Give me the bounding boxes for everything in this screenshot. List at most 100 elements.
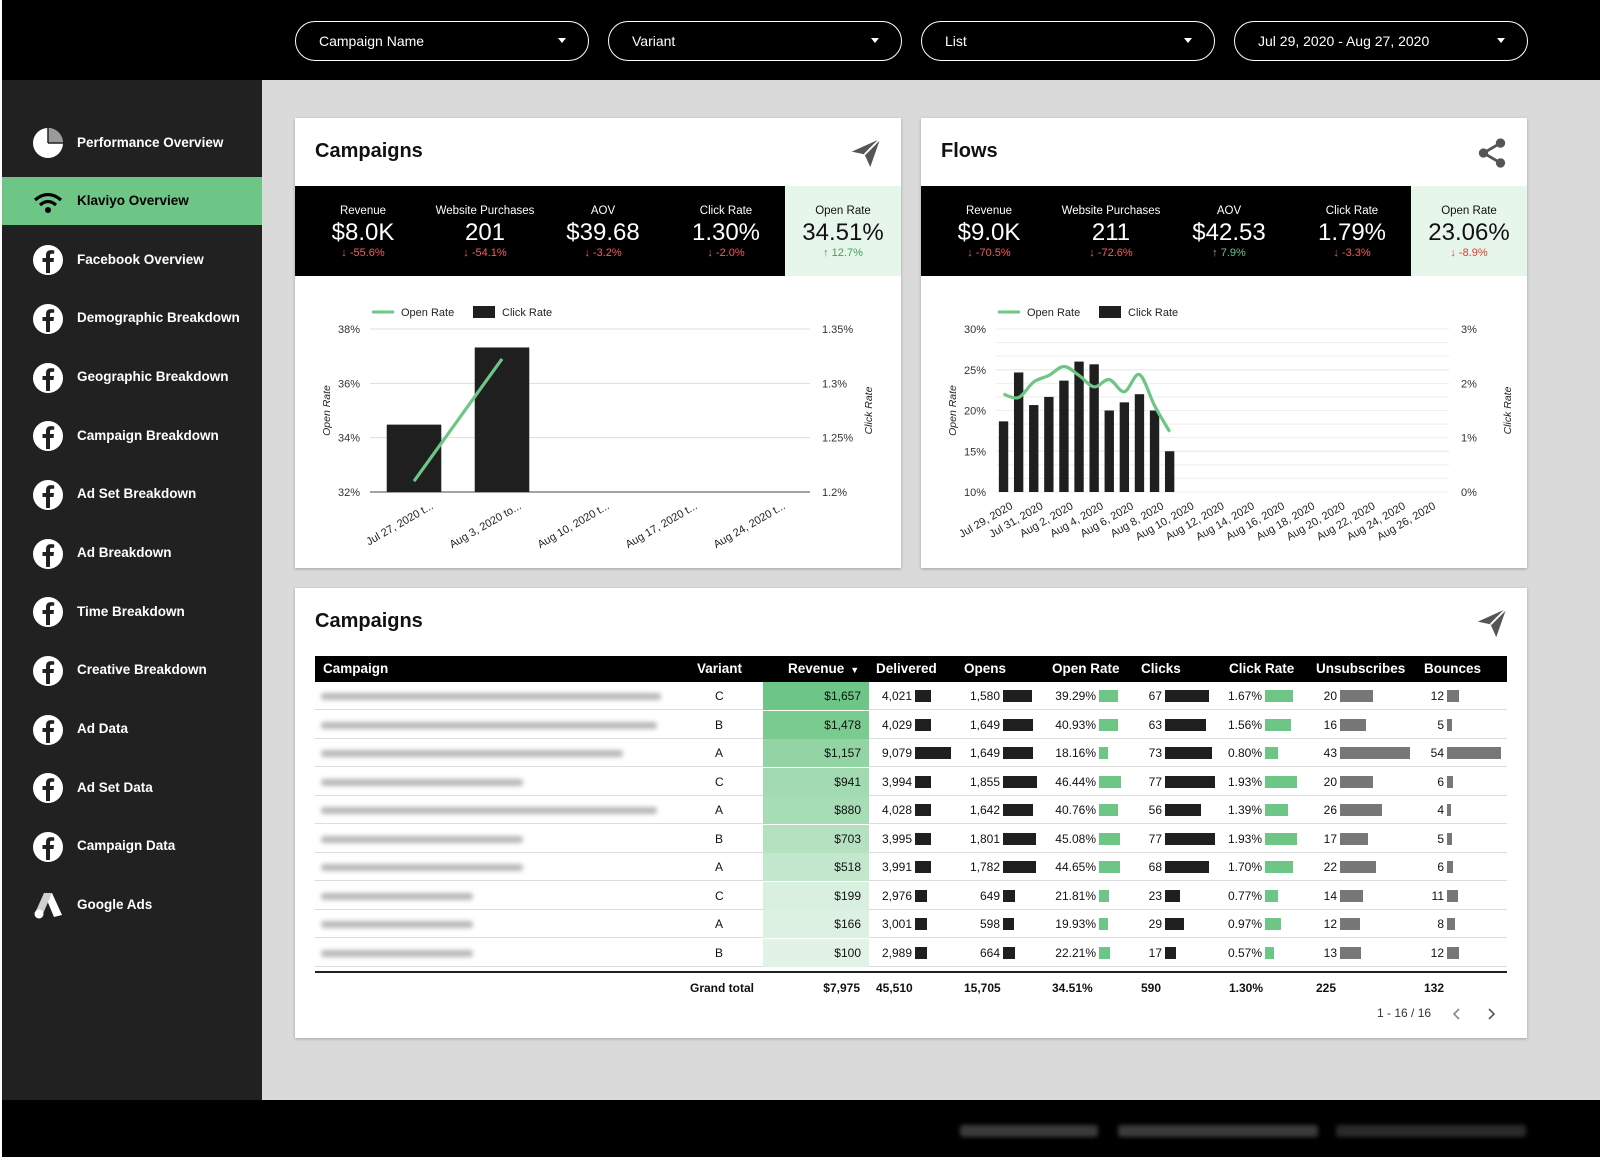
y2-tick-label: 1.3% — [822, 378, 847, 390]
grand-total-revenue: $7,975 — [823, 981, 860, 995]
table-row[interactable]: B $1,478 4,029 1,649 40.93% 63 1.56% 16 5 — [315, 710, 1507, 739]
date-range-filter[interactable]: Jul 29, 2020 - Aug 27, 2020 — [1234, 21, 1528, 61]
y-axis-title: Open Rate — [947, 385, 959, 436]
opens-cell: 598 — [979, 917, 1000, 931]
sidebar-item-ad-set-breakdown[interactable]: Ad Set Breakdown — [2, 470, 262, 518]
column-header-variant[interactable]: Variant — [697, 661, 742, 676]
sidebar-item-geographic-breakdown[interactable]: Geographic Breakdown — [2, 353, 262, 401]
column-header-clicks[interactable]: Clicks — [1141, 661, 1181, 676]
x-tick-label: Jul 27, 2020 t... — [364, 500, 435, 548]
click-rate-bar — [1265, 861, 1294, 873]
column-header-open-rate[interactable]: Open Rate — [1052, 661, 1120, 676]
clicks-cell: 67 — [1148, 689, 1162, 703]
chevron-right-icon[interactable] — [1484, 1006, 1498, 1022]
variant-cell: C — [715, 888, 724, 903]
table-row[interactable]: B $703 3,995 1,801 45.08% 77 1.93% 17 5 — [315, 824, 1507, 853]
clicks-cell: 68 — [1148, 860, 1162, 874]
column-header-revenue[interactable]: Revenue ▼ — [788, 661, 859, 676]
table-row[interactable]: A $880 4,028 1,642 40.76% 56 1.39% 26 4 — [315, 796, 1507, 824]
delivered-bar — [915, 718, 931, 731]
bounces-bar — [1447, 718, 1452, 731]
table-row[interactable]: A $518 3,991 1,782 44.65% 68 1.70% 22 6 — [315, 853, 1507, 881]
unsubs-bar — [1340, 804, 1383, 816]
sort-descending-icon: ▼ — [850, 665, 860, 675]
kpi-change-value: 12.7% — [831, 247, 863, 259]
bounces-cell: 12 — [1430, 689, 1444, 703]
revenue-cell: $199 — [763, 881, 869, 910]
opens-bar — [1003, 832, 1036, 845]
clicks-bar — [1165, 804, 1202, 816]
delivered-cell: 2,989 — [881, 945, 912, 960]
kpi-value: $39.68 — [566, 219, 640, 246]
sidebar-item-campaign-data[interactable]: Campaign Data — [2, 822, 262, 870]
kpi-band: Revenue $8.0K ↓ -55.6% Website Purchases 201… — [295, 186, 901, 276]
facebook-icon — [33, 303, 63, 334]
list-filter[interactable]: List — [921, 21, 1215, 61]
sidebar-item-ad-set-data[interactable]: Ad Set Data — [2, 763, 262, 811]
clicks-cell: 77 — [1148, 831, 1162, 846]
sidebar-item-performance-overview[interactable]: Performance Overview — [2, 118, 262, 166]
click-rate-bar — [1265, 804, 1289, 816]
sidebar-item-time-breakdown[interactable]: Time Breakdown — [2, 587, 262, 635]
y-tick-label: 15% — [964, 446, 986, 458]
sidebar-item-facebook-overview[interactable]: Facebook Overview — [2, 235, 262, 283]
main-content: Campaigns Revenue $8.0K ↓ -55.6% Website Pu… — [262, 80, 1600, 1100]
campaigns-chart: 32% 34% 36% 38% 1.2% 1.25% 1.3% 1.35% Open Rate C… — [321, 306, 875, 551]
click-rate-cell: 1.67% — [1227, 689, 1262, 703]
click-rate-bar — [1265, 690, 1293, 702]
kpi-label: AOV — [590, 205, 616, 217]
bounces-bar — [1447, 804, 1451, 816]
unsubs-cell: 17 — [1323, 831, 1337, 846]
open-rate-cell: 18.16% — [1055, 746, 1096, 760]
column-header-unsubscribes[interactable]: Unsubscribes — [1316, 661, 1405, 676]
table-row[interactable]: C $1,657 4,021 1,580 39.29% 67 1.67% 20 12 — [315, 682, 1507, 710]
table-row[interactable]: A $166 3,001 598 19.93% 29 0.97% 12 8 — [315, 910, 1507, 938]
column-header-click-rate[interactable]: Click Rate — [1229, 661, 1294, 676]
sidebar-item-klaviyo-overview[interactable]: Klaviyo Overview — [2, 176, 262, 225]
open-rate-bar — [1099, 861, 1121, 873]
click-rate-bar — [1265, 889, 1278, 902]
sidebar-item-campaign-breakdown[interactable]: Campaign Breakdown — [2, 411, 262, 459]
kpi-value: $9.0K — [957, 219, 1021, 246]
sidebar-item-ad-breakdown[interactable]: Ad Breakdown — [2, 529, 262, 577]
bounces-cell: 6 — [1437, 860, 1444, 874]
table-row[interactable]: C $941 3,994 1,855 46.44% 77 1.93% 20 6 — [315, 767, 1507, 796]
delivered-bar — [915, 690, 931, 702]
column-header-opens[interactable]: Opens — [964, 661, 1006, 676]
list-filter-label: List — [945, 33, 967, 49]
sidebar-item-google-ads[interactable]: Google Ads — [2, 880, 262, 928]
bar-click-rate — [1119, 402, 1130, 492]
sidebar-item-creative-breakdown[interactable]: Creative Breakdown — [2, 646, 262, 694]
table-row[interactable]: C $199 2,976 649 21.81% 23 0.77% 14 11 — [315, 881, 1507, 910]
y-tick-label: 32% — [338, 487, 360, 499]
chevron-down-icon — [1184, 38, 1192, 43]
sidebar-item-label: Klaviyo Overview — [77, 193, 189, 209]
sidebar-item-demographic-breakdown[interactable]: Demographic Breakdown — [2, 294, 262, 342]
chevron-left-icon[interactable] — [1450, 1006, 1464, 1022]
opens-cell: 664 — [979, 945, 1000, 960]
bounces-bar — [1447, 747, 1501, 759]
click-rate-cell: 1.70% — [1227, 860, 1262, 874]
table-row[interactable]: A $1,157 9,079 1,649 18.16% 73 0.80% 43 54 — [315, 739, 1507, 767]
bar-click-rate — [1149, 410, 1160, 492]
variant-filter[interactable]: Variant — [608, 21, 902, 61]
opens-bar — [1003, 690, 1032, 702]
column-header-campaign[interactable]: Campaign — [323, 661, 388, 676]
column-header-bounces[interactable]: Bounces — [1424, 661, 1481, 676]
unsubs-bar — [1340, 918, 1360, 930]
open-rate-cell: 21.81% — [1055, 888, 1096, 903]
bar-click-rate — [1013, 372, 1024, 492]
kpi-open-rate: Open Rate 23.06% ↓ -8.9% — [1411, 186, 1527, 276]
revenue-cell: $166 — [763, 910, 869, 938]
bounces-cell: 8 — [1437, 917, 1444, 931]
clicks-cell: 23 — [1148, 888, 1162, 903]
kpi-value: 34.51% — [802, 219, 884, 246]
clicks-cell: 17 — [1148, 945, 1162, 960]
kpi-click-rate: Click Rate 1.79% ↓ -3.3% — [1293, 186, 1411, 276]
campaign-name-filter[interactable]: Campaign Name — [295, 21, 589, 61]
click-rate-cell: 1.93% — [1227, 774, 1262, 789]
sidebar-item-ad-data[interactable]: Ad Data — [2, 705, 262, 753]
table-row[interactable]: B $100 2,989 664 22.21% 17 0.57% 13 12 — [315, 938, 1507, 967]
table-header: Campaign Variant Revenue ▼ Delivered Opens Ope… — [315, 656, 1507, 682]
column-header-delivered[interactable]: Delivered — [876, 661, 937, 676]
